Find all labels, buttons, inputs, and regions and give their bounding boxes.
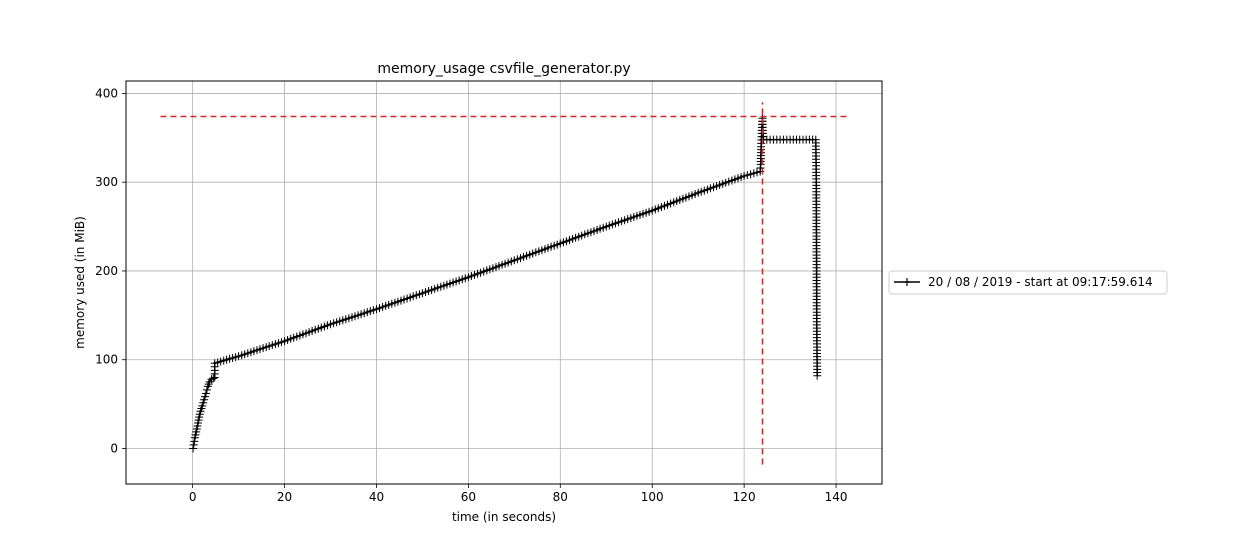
plot-content — [160, 102, 850, 465]
legend-box — [888, 270, 1168, 295]
series-marker — [813, 371, 822, 380]
legend: 20 / 08 / 2019 - start at 09:17:59.614 — [888, 270, 1168, 295]
series-markers — [189, 114, 822, 453]
series-marker — [743, 171, 752, 180]
x-tick-label: 120 — [733, 490, 756, 504]
y-tick-label: 100 — [95, 353, 118, 367]
series-marker — [189, 440, 198, 449]
x-tick-label: 80 — [553, 490, 568, 504]
series-marker — [209, 374, 218, 383]
series-marker — [202, 389, 210, 398]
chart-title: memory_usage csvfile_generator.py — [377, 61, 630, 77]
x-tick-label: 100 — [641, 490, 664, 504]
axes-frame — [125, 80, 883, 485]
series-marker — [749, 169, 758, 178]
grid-lines — [126, 81, 882, 484]
y-tick-label: 400 — [95, 86, 118, 100]
y-tick-label: 0 — [110, 441, 118, 455]
series-marker — [746, 170, 755, 179]
x-axis-label: time (in seconds) — [452, 510, 556, 524]
x-tick-label: 40 — [369, 490, 384, 504]
series-marker — [202, 385, 211, 394]
y-tick-label: 300 — [95, 175, 118, 189]
x-tick-label: 20 — [277, 490, 292, 504]
series-marker — [189, 444, 198, 453]
legend-entry-label: 20 / 08 / 2019 - start at 09:17:59.614 — [928, 275, 1153, 289]
series-marker — [740, 172, 749, 180]
series-marker — [190, 437, 199, 446]
x-tick-label: 0 — [189, 490, 197, 504]
y-axis-label: memory used (in MiB) — [73, 216, 87, 349]
legend-marker — [903, 278, 911, 286]
series-marker — [753, 168, 761, 177]
axis-ticks: 0 20 40 60 80 100 120 140 0 100 200 300 400 — [95, 86, 847, 504]
series-marker — [207, 375, 216, 384]
x-tick-label: 140 — [825, 490, 848, 504]
x-tick-label: 60 — [461, 490, 476, 504]
y-tick-label: 200 — [95, 264, 118, 278]
